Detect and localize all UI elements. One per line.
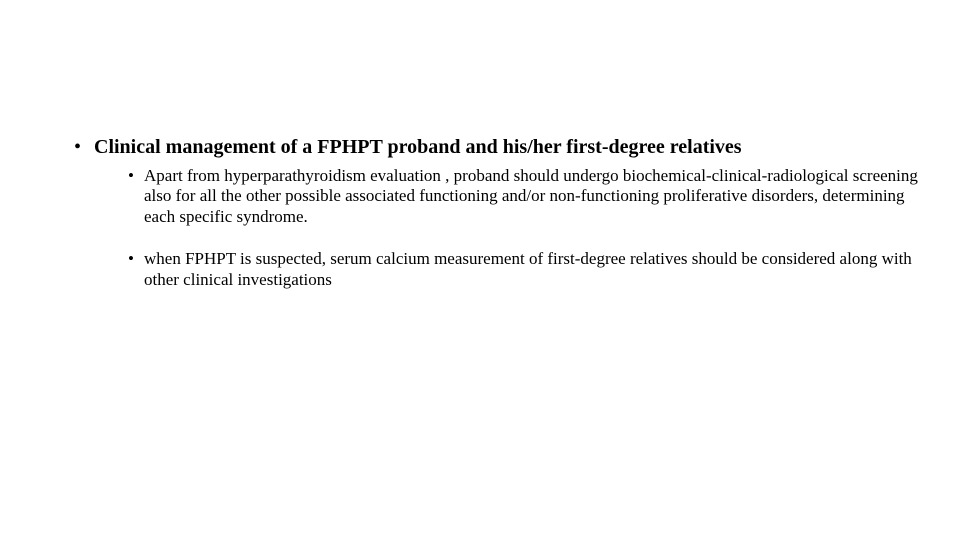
sub-bullet-text: when FPHPT is suspected, serum calcium m… <box>144 249 912 288</box>
list-item: when FPHPT is suspected, serum calcium m… <box>128 249 920 290</box>
slide-body: Clinical management of a FPHPT proband a… <box>0 0 960 540</box>
list-item: Apart from hyperparathyroidism evaluatio… <box>128 166 920 227</box>
list-item: Clinical management of a FPHPT proband a… <box>72 135 920 290</box>
sub-bullet-text: Apart from hyperparathyroidism evaluatio… <box>144 166 918 226</box>
bullet-list-level1: Clinical management of a FPHPT proband a… <box>72 135 920 290</box>
bullet-list-level2: Apart from hyperparathyroidism evaluatio… <box>94 166 920 290</box>
main-bullet-text: Clinical management of a FPHPT proband a… <box>94 136 742 158</box>
